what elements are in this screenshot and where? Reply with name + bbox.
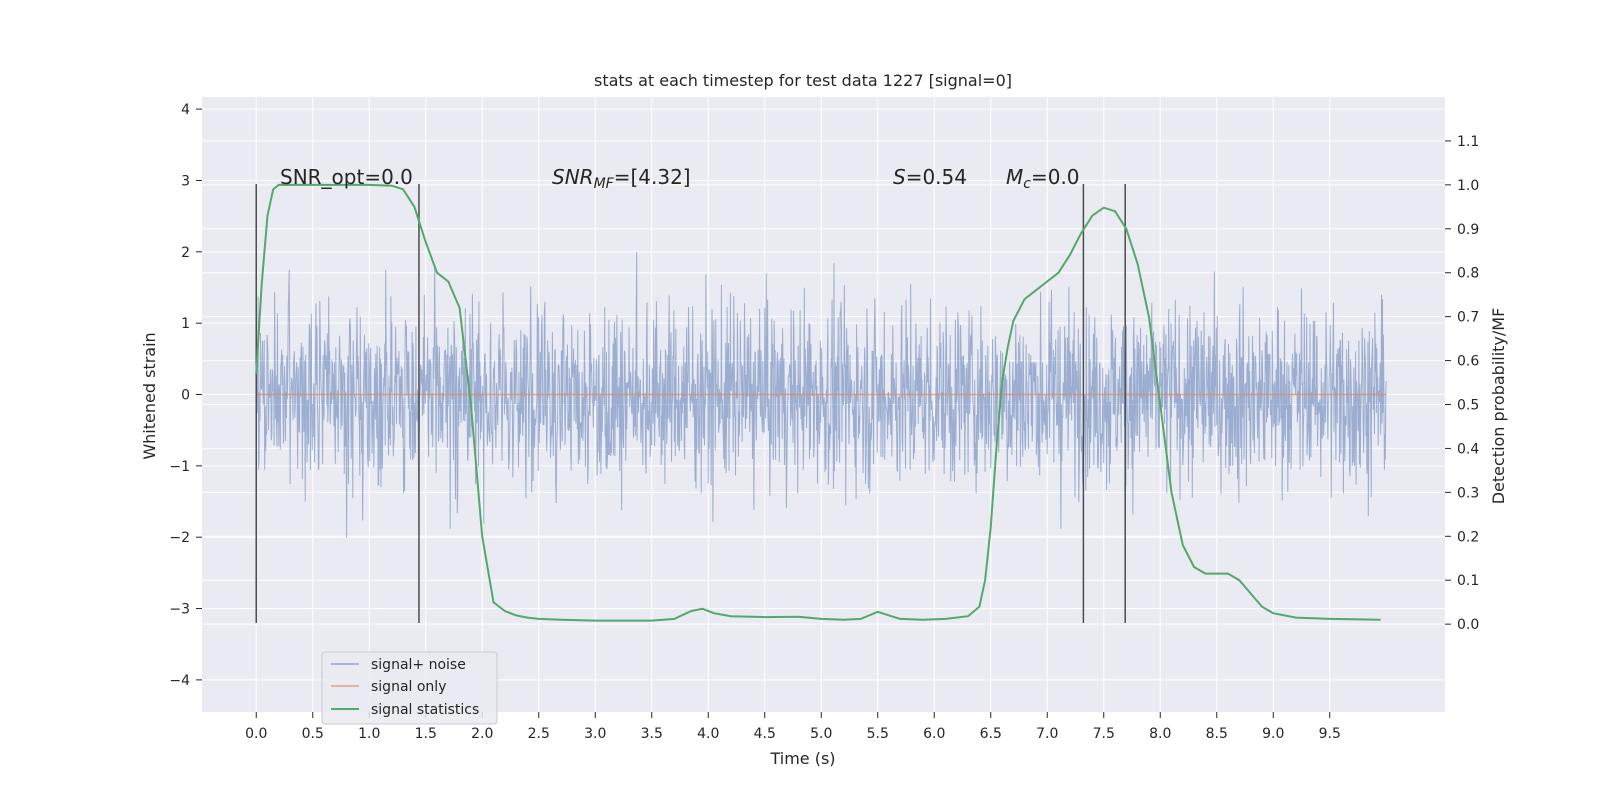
annotation-snr-mf-subscript: MF <box>594 176 615 192</box>
y-right-axis-ticks: 0.0 0.1 0.2 0.3 0.4 0.5 0.6 0.7 0.8 0.9 1.0 1.1 <box>1445 134 1479 633</box>
annotation-s-value: =0.54 <box>906 165 967 189</box>
x-tick-label: 2.5 <box>528 726 550 742</box>
y-right-tick-label: 0.9 <box>1457 222 1479 238</box>
annotation-snr-mf: SNRMF=[4.32] <box>552 165 691 192</box>
y-right-tick-label: 0.6 <box>1457 354 1479 370</box>
x-tick-label: 5.5 <box>867 726 889 742</box>
y-right-tick-label: 1.0 <box>1457 178 1479 194</box>
y-right-tick-label: 0.8 <box>1457 266 1479 282</box>
y-tick-label: 2 <box>181 245 190 261</box>
y-right-tick-label: 0.1 <box>1457 573 1479 589</box>
annotation-snr-opt: SNR_opt=0.0 <box>280 165 413 189</box>
legend-label-signal-only: signal only <box>371 679 446 695</box>
y-axis-ticks: −4 −3 −2 −1 0 1 2 3 4 <box>169 102 202 689</box>
y-right-tick-label: 0.3 <box>1457 485 1479 501</box>
y-tick-label: −4 <box>169 673 190 689</box>
y-tick-label: −3 <box>169 602 190 618</box>
x-tick-label: 8.5 <box>1206 726 1228 742</box>
y-right-axis-label: Detection probability/MF <box>1489 308 1508 505</box>
annotation-s: S=0.54 <box>893 165 967 189</box>
annotation-snr-mf-value: =[4.32] <box>614 165 691 189</box>
signal-statistics-line <box>255 183 1381 622</box>
x-tick-label: 3.5 <box>641 726 663 742</box>
legend-label-signal-statistics: signal statistics <box>371 702 479 718</box>
x-axis-label: Time (s) <box>769 749 835 768</box>
x-tick-label: 9.5 <box>1319 726 1341 742</box>
x-tick-label: 1.5 <box>415 726 437 742</box>
y-tick-label: 0 <box>181 388 190 404</box>
x-tick-label: 9.0 <box>1262 726 1284 742</box>
y-right-tick-label: 0.2 <box>1457 529 1479 545</box>
legend-label-signal-noise: signal+ noise <box>371 657 466 673</box>
y-right-tick-label: 0.4 <box>1457 441 1479 457</box>
x-tick-label: 7.0 <box>1036 726 1058 742</box>
legend: signal+ noise signal only signal statist… <box>321 651 498 725</box>
annotations: SNR_opt=0.0 SNRMF=[4.32] S=0.54 Mc=0.0 <box>280 165 1080 192</box>
annotation-s-symbol: S <box>893 165 906 189</box>
y-tick-label: 1 <box>181 316 190 332</box>
annotation-mc-symbol: M <box>1006 165 1023 189</box>
y-tick-label: −1 <box>169 459 190 475</box>
x-tick-label: 4.5 <box>754 726 776 742</box>
x-tick-label: 6.5 <box>980 726 1002 742</box>
annotation-snr-mf-symbol: SNR <box>552 165 594 189</box>
x-tick-label: 6.0 <box>923 726 945 742</box>
y-tick-label: 3 <box>181 173 190 189</box>
series-signal-noise <box>255 252 1387 538</box>
y-right-tick-label: 1.1 <box>1457 134 1479 150</box>
y-right-tick-label: 0.0 <box>1457 617 1479 633</box>
x-axis-ticks: 0.0 0.5 1.0 1.5 2.0 2.5 3.0 3.5 4.0 4.5 5.0 5.5 6.0 6… <box>245 712 1341 742</box>
x-tick-label: 0.5 <box>302 726 324 742</box>
y-tick-label: 4 <box>181 102 190 118</box>
x-tick-label: 2.0 <box>471 726 493 742</box>
series-signal-statistics <box>255 183 1381 622</box>
chart-title: stats at each timestep for test data 122… <box>594 71 1012 90</box>
x-tick-label: 5.0 <box>810 726 832 742</box>
x-tick-label: 0.0 <box>245 726 267 742</box>
annotation-mc: Mc=0.0 <box>1006 165 1080 192</box>
signal-noise-line <box>255 252 1387 538</box>
y-tick-label: −2 <box>169 530 190 546</box>
x-tick-label: 1.0 <box>358 726 380 742</box>
annotation-mc-value: =0.0 <box>1031 165 1080 189</box>
annotation-mc-subscript: c <box>1023 176 1031 192</box>
x-tick-label: 8.0 <box>1149 726 1171 742</box>
y-right-tick-label: 0.7 <box>1457 310 1479 326</box>
x-tick-label: 3.0 <box>584 726 606 742</box>
y-axis-label: Whitened strain <box>140 332 159 459</box>
y-right-tick-label: 0.5 <box>1457 398 1479 414</box>
x-tick-label: 7.5 <box>1093 726 1115 742</box>
legend-box <box>321 651 498 725</box>
vertical-markers <box>255 184 1126 623</box>
x-tick-label: 4.0 <box>697 726 719 742</box>
